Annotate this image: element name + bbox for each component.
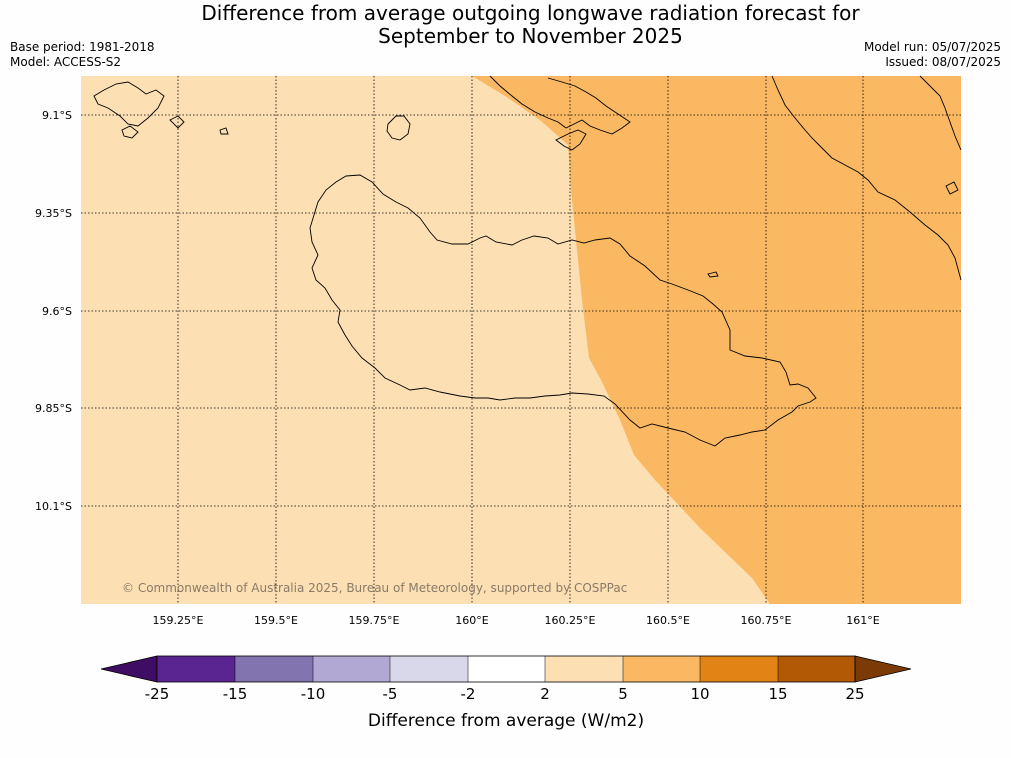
colorbar-segment — [623, 656, 700, 682]
colorbar-ticks: -25 -15 -10 -5 -2 2 5 10 15 25 — [145, 685, 865, 703]
colorbar-tick: -2 — [461, 685, 476, 703]
copyright-text: © Commonwealth of Australia 2025, Bureau… — [122, 581, 627, 595]
meta-left: Base period: 1981-2018 Model: ACCESS-S2 — [10, 40, 155, 70]
lat-labels: 9.1°S 9.35°S 9.6°S 9.85°S 10.1°S — [35, 109, 72, 513]
lon-label: 161°E — [846, 614, 879, 627]
coastlines — [93, 75, 962, 447]
lon-label: 159.75°E — [349, 614, 400, 627]
coastline-russell-islands — [93, 81, 165, 127]
coastline-malaita — [771, 75, 962, 281]
lon-label: 159.25°E — [153, 614, 204, 627]
lat-label: 9.35°S — [35, 207, 72, 220]
lon-label: 160°E — [455, 614, 488, 627]
colorbar-outline — [156, 655, 856, 683]
lon-label: 159.5°E — [254, 614, 298, 627]
coastline-malaita-east — [919, 75, 962, 151]
gridlines — [81, 76, 961, 604]
colorbar-segment — [700, 656, 778, 682]
title-line-2: September to November 2025 — [378, 24, 683, 48]
colorbar-tick: -15 — [223, 685, 248, 703]
colorbar-tick: 2 — [540, 685, 550, 703]
coastline-russell-south — [121, 125, 139, 139]
map-panel: © Commonwealth of Australia 2025, Bureau… — [81, 75, 962, 604]
colorbar-extend-high — [854, 655, 912, 683]
lon-label: 160.75°E — [741, 614, 792, 627]
coastline-islet-3 — [707, 271, 719, 278]
colorbar-tick: 15 — [768, 685, 787, 703]
colorbar-segment — [545, 656, 623, 682]
base-period-text: Base period: 1981-2018 — [10, 40, 155, 54]
model-run-text: Model run: 05/07/2025 — [863, 40, 1001, 54]
lat-label: 10.1°S — [35, 500, 72, 513]
lon-label: 160.25°E — [545, 614, 596, 627]
map-title: Difference from average outgoing longwav… — [0, 2, 1011, 48]
colorbar-segment — [157, 656, 235, 682]
coastline-islet-2 — [219, 127, 229, 135]
lat-label: 9.1°S — [42, 109, 72, 122]
anomaly-fill-medium — [472, 76, 961, 604]
coastline-islet-1 — [169, 115, 185, 129]
coastline-savo-island — [386, 115, 411, 141]
colorbar: -25 -15 -10 -5 -2 2 5 10 15 25 Differenc… — [100, 655, 912, 731]
lon-labels: 159.25°E 159.5°E 159.75°E 160°E 160.25°E… — [153, 614, 880, 627]
colorbar-extend-low — [100, 655, 158, 683]
lat-label: 9.85°S — [35, 402, 72, 415]
colorbar-tick: 10 — [690, 685, 709, 703]
coastline-guadalcanal — [309, 174, 817, 447]
colorbar-segment — [778, 656, 855, 682]
meta-right: Model run: 05/07/2025 Issued: 08/07/2025 — [864, 40, 1001, 70]
coastline-florida-south — [555, 129, 587, 151]
colorbar-tick: -10 — [301, 685, 326, 703]
colorbar-segment — [313, 656, 390, 682]
colorbar-label: Difference from average (W/m2) — [368, 711, 644, 731]
title-line-1: Difference from average outgoing longwav… — [201, 1, 860, 25]
colorbar-segment — [468, 656, 545, 682]
coastline-florida-islands — [489, 75, 631, 135]
model-text: Model: ACCESS-S2 — [10, 55, 122, 69]
coastline-islet-4 — [945, 181, 959, 195]
colorbar-tick: -5 — [383, 685, 398, 703]
lat-label: 9.6°S — [42, 305, 72, 318]
colorbar-segment — [390, 656, 468, 682]
colorbar-tick: -25 — [145, 685, 170, 703]
lon-label: 160.5°E — [646, 614, 690, 627]
colorbar-tick: 25 — [845, 685, 864, 703]
colorbar-dividers — [234, 656, 779, 682]
issued-text: Issued: 08/07/2025 — [885, 55, 1001, 69]
colorbar-segment — [235, 656, 313, 682]
colorbar-tick: 5 — [618, 685, 628, 703]
